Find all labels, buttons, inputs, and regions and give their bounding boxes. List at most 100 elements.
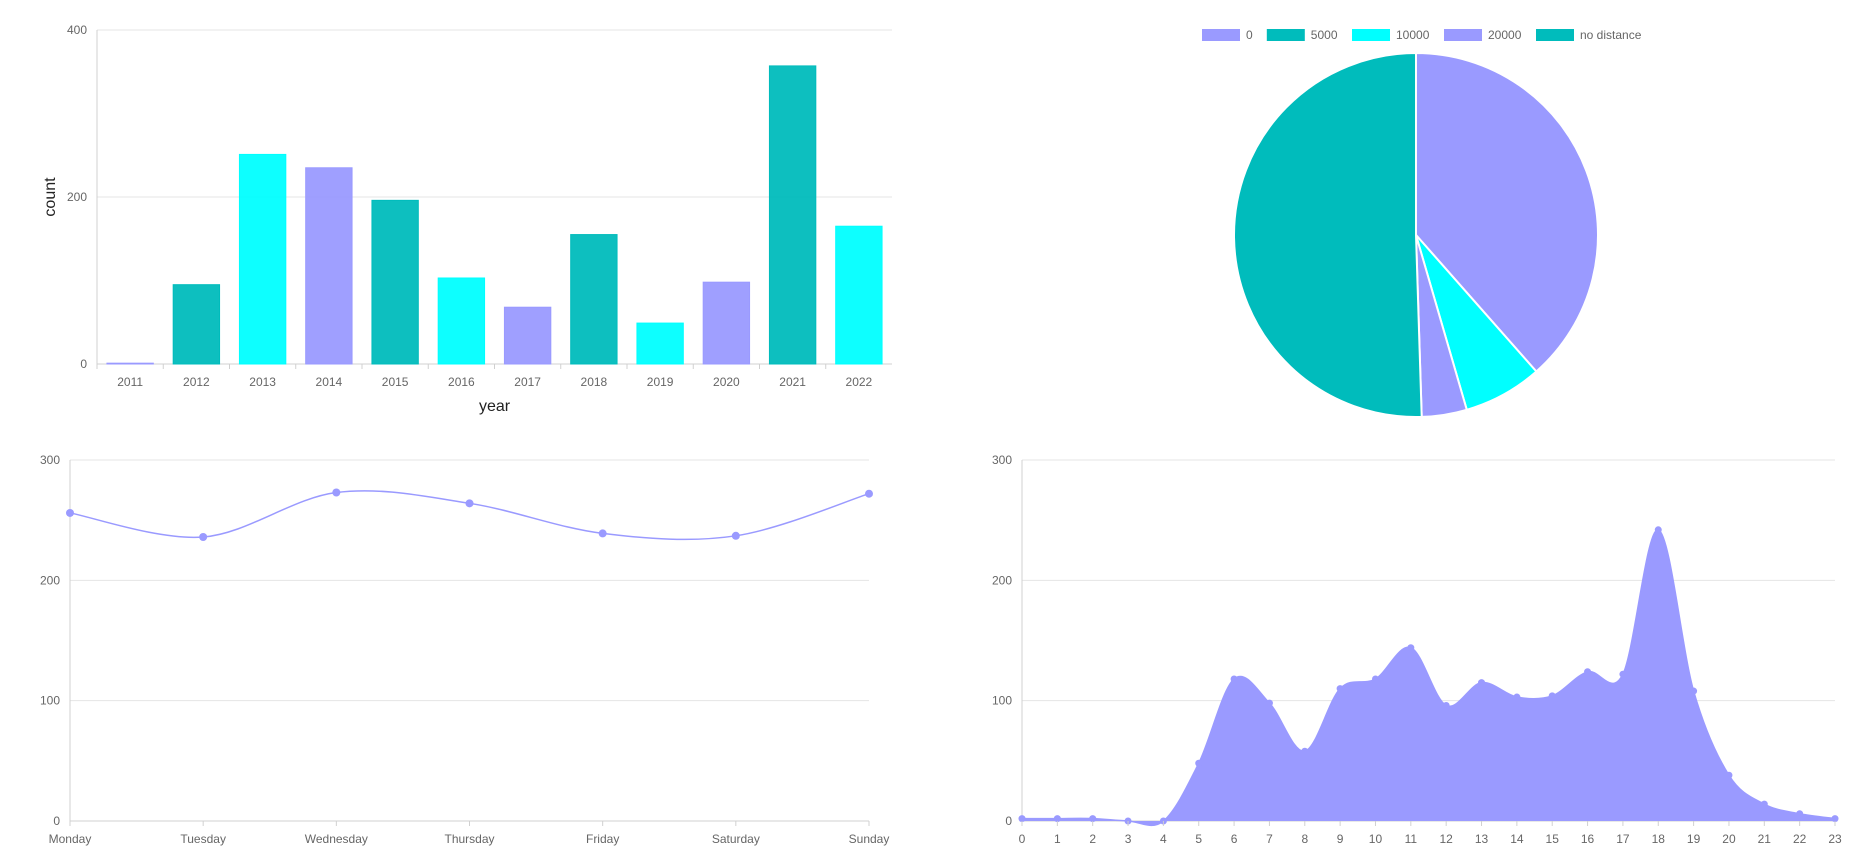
pie-legend-swatch: [1352, 29, 1390, 41]
area-point: [1089, 815, 1097, 823]
area-point: [1301, 747, 1309, 755]
area-chart-x-tick-label: 0: [1019, 832, 1026, 846]
bar-chart-x-axis-title: year: [479, 398, 511, 415]
area-chart-x-tick-label: 8: [1301, 832, 1308, 846]
line-chart: 0 100 200 300 Monday Tuesday Wednesday Thursday…: [40, 453, 889, 846]
area-chart-x-tick-label: 20: [1722, 832, 1736, 846]
bar-chart-x-tick-label: 2020: [713, 375, 740, 389]
area-point: [1690, 687, 1698, 695]
line-point: [865, 489, 873, 498]
line-series: [69, 490, 870, 541]
area-chart-y-tick-label: 100: [992, 694, 1012, 708]
area-point: [1654, 526, 1662, 534]
line-chart-x-tick-label: Friday: [586, 832, 619, 846]
area-point: [1053, 815, 1061, 823]
bar-chart-y-tick-label: 400: [67, 23, 87, 37]
area-chart-x-tick-label: 7: [1266, 832, 1273, 846]
pie-legend-swatch: [1202, 29, 1240, 41]
bar: [238, 153, 287, 365]
bar-chart-y-tick-label: 0: [80, 357, 87, 371]
bar: [371, 199, 419, 365]
pie-legend-swatch: [1444, 29, 1482, 41]
area-chart-x-tick-label: 22: [1793, 832, 1807, 846]
area-point: [1831, 815, 1839, 823]
area-chart-x-tick-label: 1: [1054, 832, 1061, 846]
pie-slice: [1415, 51, 1600, 373]
bar: [503, 306, 552, 365]
bar-chart-x-tick-label: 2012: [183, 375, 210, 389]
area-chart-x-tick-label: 9: [1337, 832, 1344, 846]
area-chart-x-tick-label: 16: [1581, 832, 1595, 846]
bar: [172, 284, 221, 365]
area-point: [1584, 668, 1592, 676]
bar: [636, 322, 684, 365]
bar-chart: 0 200 400 2011 2012 2013 2014 2015 2016 2017 2018 2…: [42, 23, 892, 415]
area-chart-x-tick-label: 3: [1125, 832, 1132, 846]
line-chart-y-tick-label: 0: [53, 814, 60, 828]
line-chart-y-tick-label: 200: [40, 573, 60, 587]
bar: [437, 277, 486, 365]
area-point: [1371, 675, 1379, 683]
bar: [768, 65, 817, 365]
pie-legend-label: no distance: [1580, 28, 1642, 42]
line-chart-x-tick-label: Tuesday: [180, 832, 226, 846]
bar-chart-x-tick-label: 2011: [117, 375, 143, 389]
area-point: [1442, 701, 1450, 709]
line-chart-x-tick-label: Sunday: [849, 832, 890, 846]
line-chart-y-tick-label: 100: [40, 694, 60, 708]
area-chart-x-tick-label: 23: [1828, 832, 1842, 846]
area-point: [1760, 800, 1768, 808]
pie-legend-swatch: [1536, 29, 1574, 41]
bar-chart-y-axis-title: count: [42, 177, 59, 217]
area-chart-x-tick-label: 18: [1652, 832, 1666, 846]
line-point: [332, 488, 341, 497]
bar: [702, 281, 751, 365]
pie-legend-label: 5000: [1311, 28, 1338, 42]
bar-chart-x-tick-label: 2014: [316, 375, 343, 389]
line-chart-x-tick-label: Wednesday: [305, 832, 368, 846]
bar-chart-x-tick-label: 2016: [448, 375, 475, 389]
bar: [835, 225, 883, 365]
pie-chart: 0 5000 10000 20000 no distance: [1202, 28, 1642, 418]
bar-chart-x-tick-label: 2019: [647, 375, 674, 389]
bar: [305, 167, 353, 365]
area-point: [1265, 699, 1273, 707]
pie-legend-label: 0: [1246, 28, 1253, 42]
area-point: [1619, 670, 1627, 678]
area-point: [1478, 679, 1486, 687]
line-chart-x-tick-label: Thursday: [444, 832, 494, 846]
area-point: [1195, 759, 1203, 767]
area-point: [1336, 685, 1344, 693]
area-chart-x-tick-label: 15: [1546, 832, 1560, 846]
area-chart-x-tick-label: 12: [1439, 832, 1453, 846]
area-chart-x-tick-label: 10: [1369, 832, 1383, 846]
area-point: [1796, 810, 1804, 818]
area-chart-x-tick-label: 13: [1475, 832, 1489, 846]
bar-chart-y-tick-label: 200: [67, 190, 87, 204]
area-chart-x-tick-label: 5: [1195, 832, 1202, 846]
area-chart-y-tick-label: 0: [1005, 814, 1012, 828]
area-chart-y-tick-label: 200: [992, 573, 1012, 587]
line-point: [731, 531, 740, 540]
pie-legend-label: 10000: [1396, 28, 1430, 42]
line-chart-x-tick-label: Monday: [49, 832, 92, 846]
area-chart-x-tick-label: 2: [1089, 832, 1096, 846]
pie-legend-label: 20000: [1488, 28, 1522, 42]
bar-chart-x-tick-label: 2021: [779, 375, 806, 389]
area-chart-x-tick-label: 17: [1616, 832, 1630, 846]
area-point: [1548, 692, 1556, 700]
area-chart-x-tick-label: 4: [1160, 832, 1167, 846]
bar-chart-x-tick-label: 2018: [581, 375, 608, 389]
bar: [106, 362, 154, 365]
area-point: [1230, 675, 1238, 683]
line-chart-y-tick-label: 300: [40, 453, 60, 467]
line-point: [598, 529, 607, 538]
line-point: [465, 499, 474, 508]
pie-legend-swatch: [1266, 29, 1305, 41]
area-chart-x-tick-label: 11: [1405, 832, 1418, 846]
bar-chart-x-tick-label: 2015: [382, 375, 409, 389]
area-point: [1407, 644, 1415, 652]
bar-chart-x-tick-label: 2013: [249, 375, 276, 389]
